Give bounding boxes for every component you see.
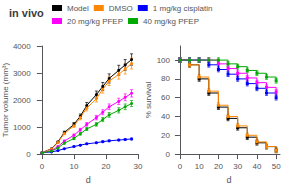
svg-text:40: 40 bbox=[161, 112, 170, 121]
svg-text:1 mg/kg cisplatin: 1 mg/kg cisplatin bbox=[153, 4, 213, 13]
svg-text:d: d bbox=[226, 175, 231, 185]
svg-text:40: 40 bbox=[252, 162, 261, 171]
svg-text:50: 50 bbox=[272, 162, 281, 171]
svg-text:d: d bbox=[86, 175, 91, 185]
svg-text:20: 20 bbox=[102, 162, 111, 171]
svg-text:% survival: % survival bbox=[144, 82, 153, 119]
svg-text:0: 0 bbox=[26, 150, 31, 159]
svg-text:Tumor volume (mm³): Tumor volume (mm³) bbox=[1, 63, 10, 138]
svg-text:40 mg/kg PFEP: 40 mg/kg PFEP bbox=[143, 17, 199, 26]
svg-text:60: 60 bbox=[161, 93, 170, 102]
svg-text:20: 20 bbox=[214, 162, 223, 171]
svg-text:10: 10 bbox=[195, 162, 204, 171]
svg-text:0: 0 bbox=[40, 162, 45, 171]
svg-text:2000: 2000 bbox=[13, 96, 31, 105]
svg-text:0: 0 bbox=[178, 162, 183, 171]
svg-text:100: 100 bbox=[157, 56, 171, 65]
svg-text:30: 30 bbox=[134, 162, 143, 171]
svg-text:3000: 3000 bbox=[13, 69, 31, 78]
svg-text:Model: Model bbox=[67, 4, 89, 13]
svg-text:80: 80 bbox=[161, 74, 170, 83]
svg-text:in vivo: in vivo bbox=[9, 7, 44, 19]
svg-text:30: 30 bbox=[233, 162, 242, 171]
svg-text:0: 0 bbox=[166, 150, 171, 159]
svg-text:1000: 1000 bbox=[13, 123, 31, 132]
svg-text:4000: 4000 bbox=[13, 42, 31, 51]
svg-text:20: 20 bbox=[161, 131, 170, 140]
svg-text:DMSO: DMSO bbox=[109, 4, 133, 13]
svg-text:20 mg/kg PFEP: 20 mg/kg PFEP bbox=[67, 17, 123, 26]
svg-text:10: 10 bbox=[69, 162, 78, 171]
